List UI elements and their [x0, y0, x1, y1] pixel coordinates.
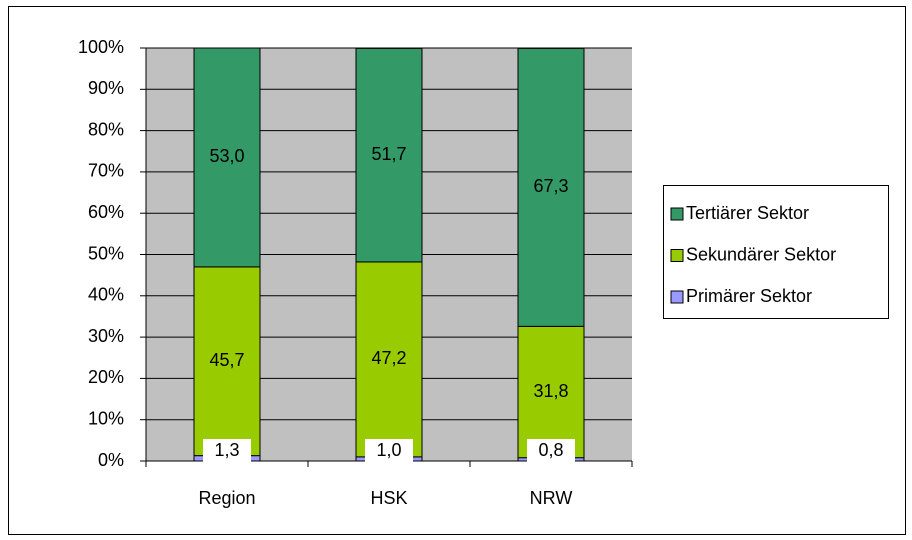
y-tick-label: 0% [98, 450, 124, 470]
y-tick-label: 60% [88, 202, 124, 222]
legend-swatch [670, 207, 684, 221]
data-label: 67,3 [533, 176, 568, 196]
y-tick-label: 50% [88, 243, 124, 263]
y-tick-label: 40% [88, 285, 124, 305]
legend-label: Tertiärer Sektor [686, 203, 809, 223]
y-tick-label: 20% [88, 367, 124, 387]
bar-segment [355, 47, 423, 263]
y-tick-label: 30% [88, 326, 124, 346]
data-label: 31,8 [533, 381, 568, 401]
legend-swatch [670, 249, 684, 262]
data-label: 47,2 [371, 348, 406, 368]
y-tick-label: 90% [88, 78, 124, 98]
legend-swatch [670, 290, 684, 304]
data-label: 0,8 [538, 440, 563, 460]
legend-label: Sekundärer Sektor [686, 244, 836, 264]
data-label: 1,3 [214, 440, 239, 460]
y-tick-label: 10% [88, 408, 124, 428]
x-tick-label: HSK [370, 488, 407, 508]
x-tick-label: Region [198, 488, 255, 508]
legend-box [663, 185, 889, 319]
data-label: 45,7 [209, 350, 244, 370]
data-label: 1,0 [376, 440, 401, 460]
y-tick-label: 100% [78, 37, 124, 57]
y-tick-label: 70% [88, 161, 124, 181]
data-label: 51,7 [371, 144, 406, 164]
data-label-bg [527, 439, 575, 463]
y-tick-label: 80% [88, 119, 124, 139]
x-tick-label: NRW [530, 488, 573, 508]
bar-segment [193, 266, 261, 457]
bar-segment [193, 47, 261, 268]
data-label-bg [365, 439, 413, 463]
data-label: 53,0 [209, 146, 244, 166]
bar-segment [517, 325, 585, 459]
data-label-bg [203, 439, 251, 463]
legend-label: Primärer Sektor [686, 286, 812, 306]
bar-segment [355, 261, 423, 458]
bar-segment [517, 47, 585, 327]
